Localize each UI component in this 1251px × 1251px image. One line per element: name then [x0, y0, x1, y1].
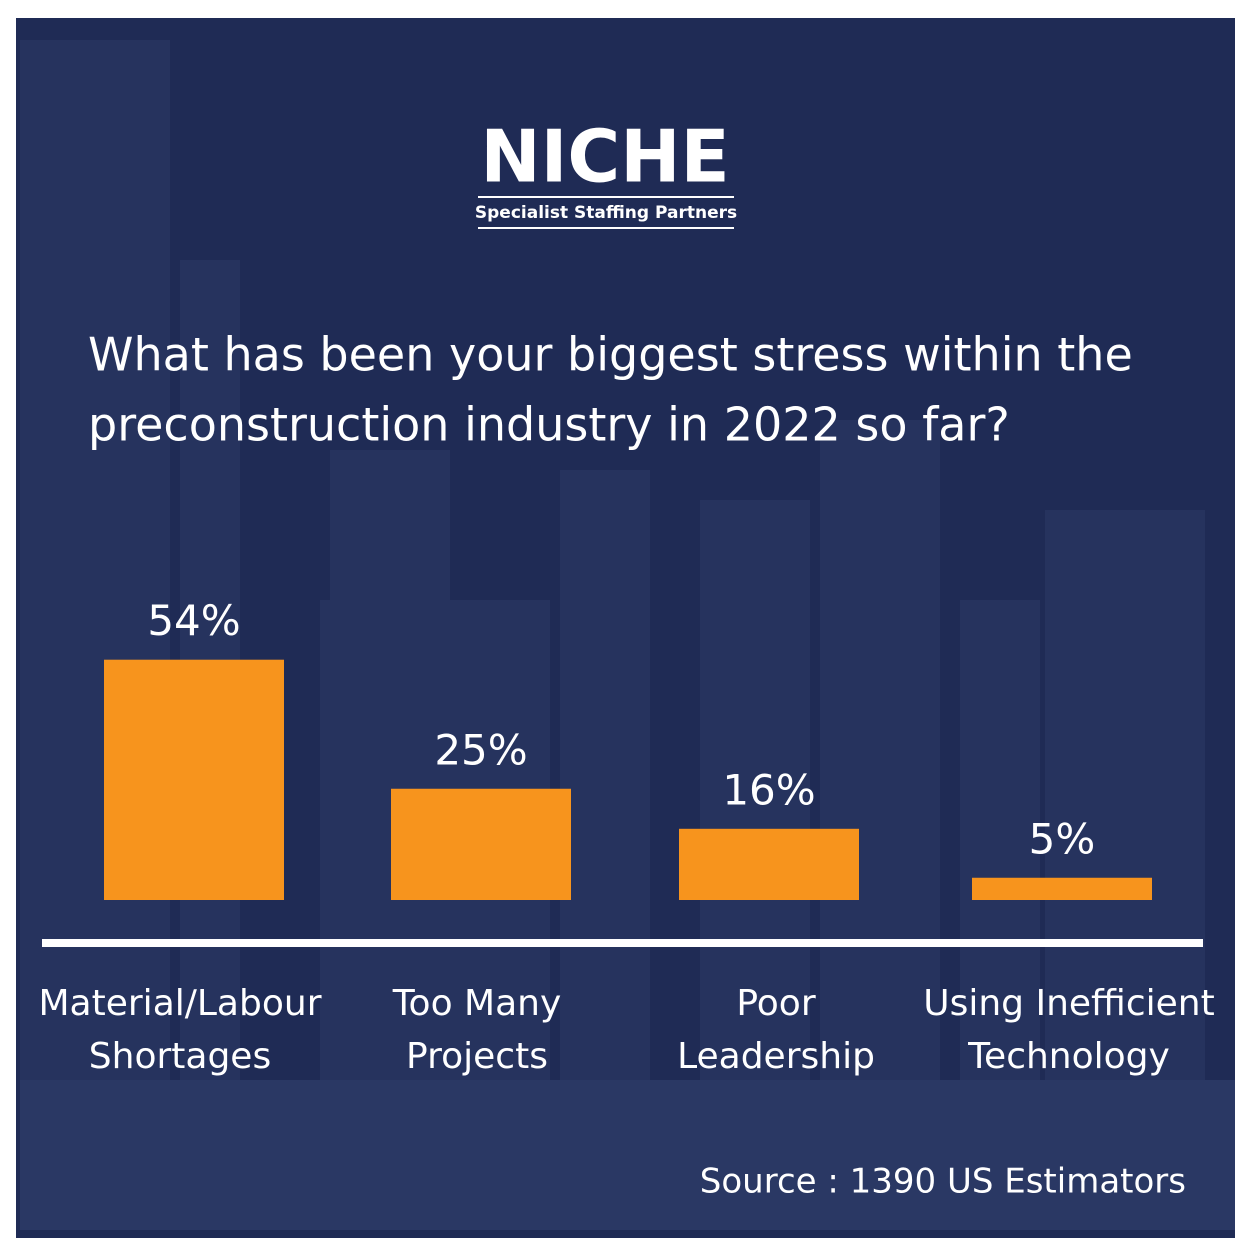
category-label: Technology — [967, 1036, 1170, 1077]
value-label: 54% — [147, 596, 240, 645]
category-label: Poor — [736, 983, 815, 1024]
value-label: 16% — [722, 765, 815, 814]
value-label: 5% — [1029, 814, 1096, 863]
category-label: Too Many — [392, 983, 562, 1024]
bar — [972, 877, 1152, 900]
chart-title: What has been your biggest stress within… — [88, 328, 1133, 382]
bar — [391, 788, 571, 900]
brand-tagline: Specialist Staffing Partners — [475, 203, 737, 223]
source: Source : 1390 US Estimators — [700, 1162, 1186, 1202]
bar — [679, 828, 859, 900]
bar — [104, 659, 284, 900]
category-label: Using Inefficient — [923, 983, 1214, 1024]
category-label: Shortages — [89, 1036, 271, 1077]
category-label: Projects — [406, 1036, 548, 1077]
category-label: Material/Labour — [39, 983, 322, 1024]
value-label: 25% — [434, 725, 527, 774]
category-label: Leadership — [677, 1036, 875, 1077]
chart-title: preconstruction industry in 2022 so far? — [88, 398, 1010, 452]
skyline — [20, 40, 1235, 1230]
brand-name: NICHE — [480, 115, 729, 199]
